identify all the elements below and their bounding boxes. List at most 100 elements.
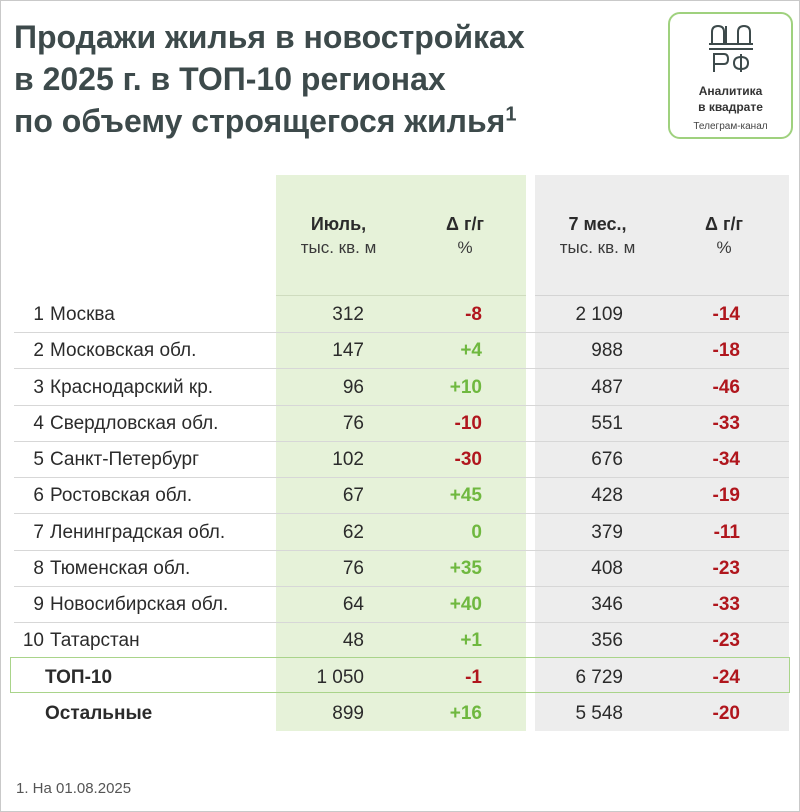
july-delta: +45 bbox=[449, 485, 482, 507]
row-separator bbox=[14, 513, 789, 515]
row-rank: 8 bbox=[33, 557, 44, 579]
table-row: 10 Татарстан 48 +1 356 -23 bbox=[14, 623, 789, 659]
row-rank: 10 bbox=[22, 630, 44, 652]
title-line-2: в 2025 г. в ТОП-10 регионах bbox=[14, 61, 446, 97]
table-row: 1 Москва 312 -8 2 109 -14 bbox=[14, 297, 789, 333]
region-name: Ростовская обл. bbox=[50, 485, 193, 507]
region-name: Новосибирская обл. bbox=[50, 594, 229, 615]
top10-highlight-box bbox=[10, 657, 790, 693]
row-separator bbox=[14, 549, 789, 551]
table-row: 9 Новосибирская обл. 64 +40 346 -33 bbox=[14, 587, 789, 623]
logo-line-3: Телеграм-канал bbox=[693, 121, 768, 132]
table-row: 4 Свердловская обл. 76 -10 551 -33 bbox=[14, 406, 789, 442]
header-july: Июль, тыс. кв. м bbox=[276, 212, 401, 260]
total-name: Остальные bbox=[45, 702, 153, 724]
seven-months-delta: -23 bbox=[712, 630, 740, 652]
july-delta: -8 bbox=[465, 304, 482, 325]
seven-months-value: 988 bbox=[591, 340, 623, 362]
seven-months-value: 346 bbox=[591, 594, 623, 615]
logo-line-2: в квадрате bbox=[698, 100, 763, 114]
page-title: Продажи жилья в новостройках в 2025 г. в… bbox=[14, 16, 654, 142]
table-row: 5 Санкт-Петербург 102 -30 676 -34 bbox=[14, 442, 789, 478]
july-value: 76 bbox=[342, 412, 364, 434]
seven-months-value: 487 bbox=[591, 376, 623, 398]
seven-months-value: 676 bbox=[591, 449, 623, 470]
title-line-1: Продажи жилья в новостройках bbox=[14, 19, 525, 55]
seven-months-delta: -24 bbox=[712, 666, 740, 688]
header-seven-months: 7 мес., тыс. кв. м bbox=[535, 212, 660, 260]
row-separator bbox=[14, 404, 789, 406]
row-rank: 3 bbox=[33, 376, 44, 398]
header-delta-july: Δ г/г % bbox=[405, 212, 525, 260]
header-july-label: Июль, bbox=[310, 214, 367, 234]
july-value: 312 bbox=[332, 304, 364, 325]
july-column-background bbox=[276, 175, 526, 731]
table-row: 7 Ленинградская обл. 62 0 379 -11 bbox=[14, 515, 789, 551]
header-divider-gray bbox=[535, 295, 789, 296]
seven-months-delta: -18 bbox=[712, 340, 740, 362]
seven-months-value: 379 bbox=[591, 521, 623, 543]
july-value: 76 bbox=[342, 557, 364, 579]
header-delta-seven-months: Δ г/г % bbox=[664, 212, 784, 260]
total-row-others: Остальные 899 +16 5 548 -20 bbox=[14, 696, 789, 732]
header-delta-seven-months-label: Δ г/г bbox=[705, 214, 743, 234]
region-name: Москва bbox=[50, 304, 115, 325]
seven-months-value: 5 548 bbox=[575, 702, 623, 724]
seven-months-delta: -23 bbox=[712, 557, 740, 579]
logo-badge: Аналитика в квадрате Телеграм-канал bbox=[668, 12, 793, 139]
row-separator bbox=[14, 622, 789, 623]
total-row-top10: ТОП-10 1 050 -1 6 729 -24 bbox=[14, 660, 789, 696]
region-name: Санкт-Петербург bbox=[50, 449, 200, 470]
region-name: Краснодарский кр. bbox=[50, 376, 214, 398]
july-value: 899 bbox=[332, 702, 364, 724]
row-separator bbox=[14, 368, 789, 370]
row-separator bbox=[14, 440, 789, 442]
logo-line-1: Аналитика bbox=[698, 84, 763, 98]
july-delta: -1 bbox=[465, 666, 482, 688]
dom-rf-logo-icon bbox=[709, 24, 753, 72]
region-name: Свердловская обл. bbox=[50, 412, 219, 434]
region-name: Татарстан bbox=[50, 630, 140, 652]
seven-months-delta: -34 bbox=[712, 449, 740, 470]
seven-months-delta: -46 bbox=[712, 376, 740, 398]
row-rank: 1 bbox=[33, 304, 44, 325]
row-rank: 5 bbox=[33, 449, 44, 470]
july-value: 1 050 bbox=[316, 666, 364, 688]
seven-months-value: 551 bbox=[591, 412, 623, 434]
table-row: 6 Ростовская обл. 67 +45 428 -19 bbox=[14, 478, 789, 515]
july-delta: +40 bbox=[449, 594, 482, 615]
row-rank: 6 bbox=[33, 485, 44, 507]
july-value: 147 bbox=[332, 340, 364, 362]
july-value: 67 bbox=[342, 485, 364, 507]
seven-months-delta: -33 bbox=[712, 594, 740, 615]
table-row: 8 Тюменская обл. 76 +35 408 -23 bbox=[14, 551, 789, 587]
july-delta: 0 bbox=[471, 521, 482, 543]
july-delta: -30 bbox=[454, 449, 482, 470]
seven-months-value: 428 bbox=[591, 485, 623, 507]
seven-months-delta: -19 bbox=[712, 485, 740, 507]
header-july-unit: тыс. кв. м bbox=[300, 238, 377, 257]
seven-months-delta: -20 bbox=[712, 702, 740, 724]
seven-months-value: 2 109 bbox=[575, 304, 623, 325]
header-delta-seven-months-unit: % bbox=[716, 238, 732, 257]
row-rank: 4 bbox=[33, 412, 44, 434]
july-delta: +1 bbox=[460, 630, 482, 652]
july-value: 62 bbox=[342, 521, 364, 543]
row-separator bbox=[14, 477, 789, 478]
footnote: 1. На 01.08.2025 bbox=[16, 780, 132, 797]
seven-months-delta: -11 bbox=[713, 521, 740, 543]
header-delta-july-label: Δ г/г bbox=[446, 214, 484, 234]
row-separator bbox=[14, 585, 789, 587]
header-divider-green bbox=[276, 295, 526, 296]
seven-months-value: 408 bbox=[591, 557, 623, 579]
row-rank: 2 bbox=[33, 340, 44, 362]
header-seven-months-unit: тыс. кв. м bbox=[559, 238, 636, 257]
row-rank: 7 bbox=[33, 521, 44, 543]
title-footnote-mark: 1 bbox=[505, 103, 517, 126]
table-row: 3 Краснодарский кр. 96 +10 487 -46 bbox=[14, 370, 789, 406]
july-value: 102 bbox=[332, 449, 364, 470]
seven-months-value: 6 729 bbox=[575, 666, 623, 688]
seven-months-column-background bbox=[535, 175, 789, 731]
july-delta: +4 bbox=[460, 340, 482, 362]
table-row: 2 Московская обл. 147 +4 988 -18 bbox=[14, 333, 789, 370]
